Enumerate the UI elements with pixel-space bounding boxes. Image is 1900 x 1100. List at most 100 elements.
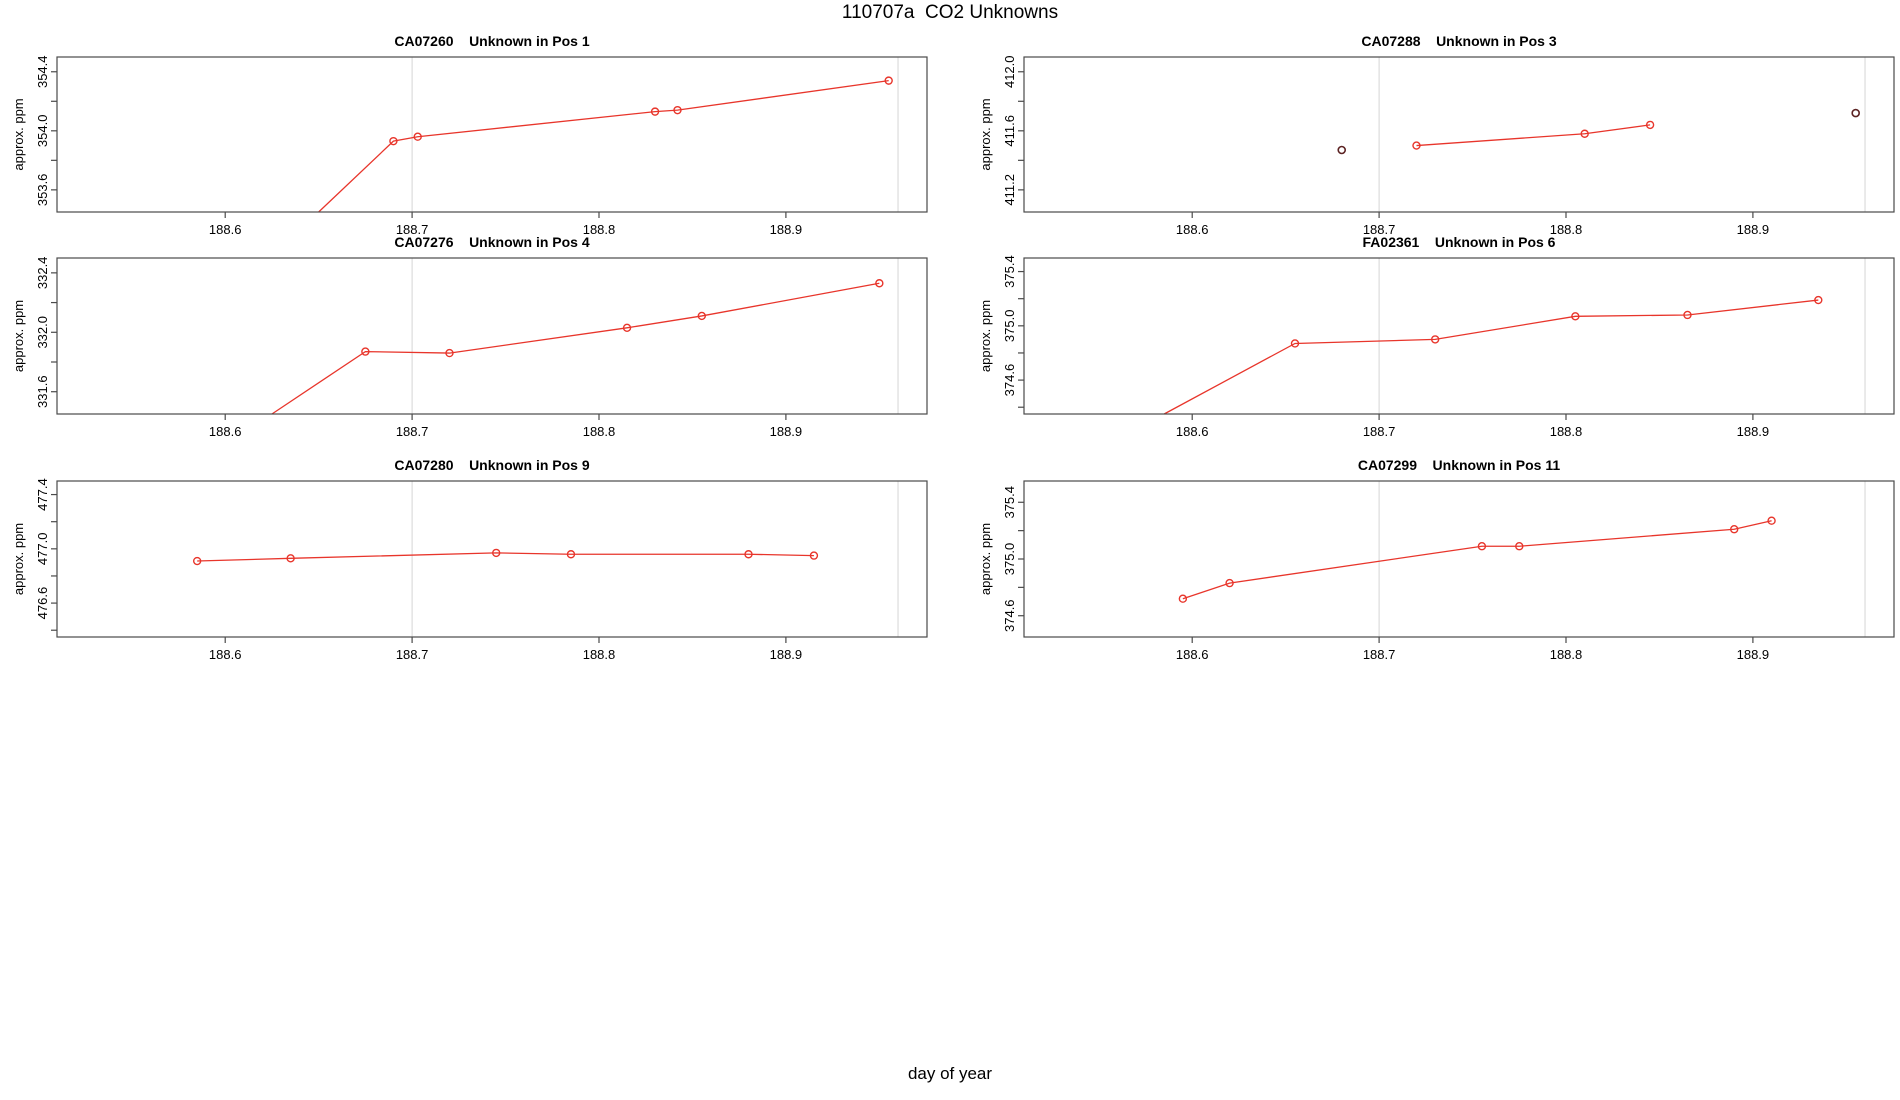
isolated-data-point <box>1851 108 1860 118</box>
y-tick-label: 411.6 <box>1002 115 1017 147</box>
y-tick-label: 411.2 <box>1002 174 1017 206</box>
x-tick-label: 188.9 <box>770 222 803 237</box>
panel-title-fa02361-pos-6: FA02361 Unknown in Pos 6 <box>1362 234 1556 250</box>
panel-title-ca07276-pos-4: CA07276 Unknown in Pos 4 <box>394 234 590 250</box>
data-point <box>1290 339 1300 348</box>
series-line <box>1163 299 1819 415</box>
y-tick-label: 476.6 <box>35 587 50 620</box>
y-tick-label: 353.6 <box>35 174 50 207</box>
data-point <box>492 548 501 558</box>
x-tick-label: 188.9 <box>1737 424 1770 439</box>
data-point <box>697 311 706 321</box>
panel-ca07280-pos-9: 188.6 188.7 188.8 188.9 476.6 477.0 477.4 appro… <box>11 478 928 662</box>
y-tick-label: 412.0 <box>1002 55 1017 88</box>
panel-title-ca07299-pos-11: CA07299 Unknown in Pos 11 <box>1357 457 1561 473</box>
y-tick-label: 354.0 <box>35 115 50 148</box>
y-tick-label: 374.6 <box>1002 364 1017 397</box>
x-tick-label: 188.6 <box>209 647 242 662</box>
y-tick-label: 331.6 <box>35 375 50 408</box>
data-point <box>673 105 682 115</box>
series-line <box>197 552 814 562</box>
x-tick-label: 188.8 <box>583 424 616 439</box>
panel-title-ca07260-pos-1: CA07260 Unknown in Pos 1 <box>394 33 590 49</box>
data-point <box>622 323 632 333</box>
isolated-data-point <box>1337 145 1347 155</box>
data-point <box>566 550 576 559</box>
data-point <box>1412 141 1421 150</box>
plot-box <box>56 257 928 415</box>
x-tick-label: 188.7 <box>1363 222 1396 237</box>
x-tick-label: 188.9 <box>1737 647 1770 662</box>
plot-box <box>56 56 928 213</box>
panel-fa02361-pos-6: 188.6 188.7 188.8 188.9 374.6 375.0 375.4 appro… <box>978 255 1895 439</box>
data-point <box>1767 516 1776 525</box>
figure-title: 110707a CO2 Unknowns <box>841 2 1059 23</box>
plot-box <box>1023 480 1895 638</box>
data-point <box>1571 312 1580 321</box>
y-axis-label: approx. ppm <box>978 300 993 372</box>
x-tick-label: 188.7 <box>396 424 429 439</box>
x-tick-label: 188.6 <box>209 424 242 439</box>
panel-ca07299-pos-11: 188.6 188.7 188.8 188.9 374.6 375.0 375.4 appro… <box>978 480 1895 662</box>
x-tick-label: 188.9 <box>770 647 803 662</box>
x-tick-label: 188.6 <box>1176 222 1209 237</box>
y-tick-label: 375.0 <box>1002 543 1017 576</box>
data-point <box>1730 525 1739 534</box>
data-point <box>650 107 660 116</box>
x-tick-label: 188.8 <box>1550 647 1583 662</box>
x-tick-label: 188.6 <box>209 222 242 237</box>
y-tick-label: 375.4 <box>1002 255 1017 288</box>
data-point <box>1430 335 1440 344</box>
x-tick-label: 188.7 <box>1363 424 1396 439</box>
data-point <box>1580 129 1589 138</box>
x-tick-label: 188.7 <box>396 647 429 662</box>
data-point <box>884 76 893 85</box>
plot-box <box>1023 257 1895 415</box>
y-tick-label: 477.4 <box>35 478 50 511</box>
data-point <box>286 554 295 563</box>
y-tick-label: 375.4 <box>1002 486 1017 519</box>
x-tick-label: 188.6 <box>1176 424 1209 439</box>
plot-box <box>56 480 928 638</box>
series-line <box>1416 124 1651 147</box>
x-tick-label: 188.8 <box>583 222 616 237</box>
panel-ca07276-pos-4: 188.6 188.7 188.8 188.9 331.6 332.0 332.4 appro… <box>11 257 928 439</box>
y-axis-label: approx. ppm <box>11 98 26 170</box>
series-line <box>1182 520 1772 600</box>
panel-title-ca07288-pos-3: CA07288 Unknown in Pos 3 <box>1361 33 1557 49</box>
data-point <box>1515 542 1524 551</box>
data-point <box>192 556 202 566</box>
x-tick-label: 188.9 <box>770 424 803 439</box>
y-axis-label: approx. ppm <box>978 98 993 170</box>
data-point <box>413 132 422 141</box>
y-axis-label: approx. ppm <box>11 300 26 372</box>
x-tick-label: 188.8 <box>583 647 616 662</box>
y-tick-label: 332.4 <box>35 257 50 290</box>
x-tick-label: 188.7 <box>396 222 429 237</box>
y-axis-label: approx. ppm <box>978 523 993 595</box>
data-point <box>1814 295 1823 305</box>
y-tick-label: 374.6 <box>1002 599 1017 632</box>
y-tick-label: 332.0 <box>35 316 50 349</box>
x-tick-label: 188.7 <box>1363 647 1396 662</box>
data-point <box>389 136 398 146</box>
series-line <box>318 79 889 213</box>
data-point <box>875 279 884 288</box>
data-point <box>1178 594 1188 603</box>
data-point <box>445 348 454 358</box>
y-tick-label: 375.0 <box>1002 310 1017 343</box>
data-point <box>1683 310 1692 320</box>
x-tick-label: 188.6 <box>1176 647 1209 662</box>
data-point <box>1645 120 1655 130</box>
data-point <box>1225 578 1234 588</box>
panel-ca07260-pos-1: 188.6 188.7 188.8 188.9 353.6 354.0 354.4 appro… <box>11 55 928 237</box>
y-axis-label: approx. ppm <box>11 523 26 595</box>
panel-title-ca07280-pos-9: CA07280 Unknown in Pos 9 <box>394 457 590 473</box>
panel-ca07288-pos-3: 188.6 188.7 188.8 188.9 411.2 411.6 412.0 appro… <box>978 55 1895 237</box>
data-point <box>1477 542 1487 551</box>
data-point <box>744 550 753 559</box>
data-point <box>809 551 819 560</box>
x-tick-label: 188.8 <box>1550 222 1583 237</box>
